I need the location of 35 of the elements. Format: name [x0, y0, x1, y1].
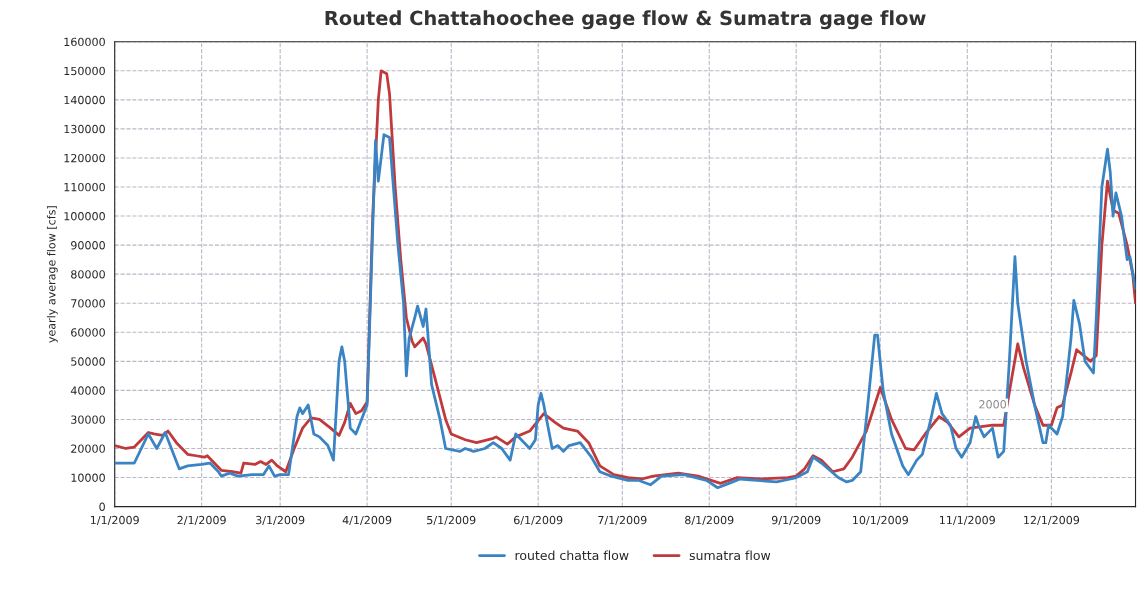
x-tick-label: 10/1/2009	[853, 515, 909, 526]
y-tick-label: 160000	[64, 37, 105, 47]
x-tick-label: 1/1/2009	[90, 515, 139, 526]
y-tick-label: 140000	[64, 95, 105, 105]
x-tick-label: 7/1/2009	[598, 515, 647, 526]
y-tick-label: 20000	[71, 444, 105, 453]
x-tick-label: 6/1/2009	[514, 515, 563, 526]
x-tick-label: 4/1/2009	[342, 515, 392, 526]
y-tick-label: 60000	[71, 328, 105, 337]
x-tick-label: 11/1/2009	[940, 515, 995, 526]
chart-title: Routed Chattahoochee gage flow & Sumatra gage flow	[325, 10, 926, 30]
y-tick-label: 100000	[64, 212, 105, 221]
x-tick-label: 2/1/2009	[177, 515, 226, 526]
x-tick-label: 5/1/2009	[427, 515, 476, 526]
x-tick-label: 3/1/2009	[256, 515, 305, 526]
y-tick-label: 130000	[64, 124, 105, 134]
y-tick-label: 70000	[71, 299, 105, 308]
y-axis-title: yearly average flow [cfs]	[46, 206, 58, 343]
y-tick-label: 40000	[70, 386, 105, 395]
y-tick-label: 90000	[71, 241, 105, 250]
y-tick-label: 10000	[71, 473, 105, 482]
y-tick-label: 50000	[71, 357, 105, 366]
legend-label: sumatra flow	[689, 550, 771, 561]
y-tick-label: 80000	[71, 270, 105, 279]
legend-label: routed chatta flow	[515, 550, 629, 561]
annotation: 2000	[979, 400, 1007, 409]
y-tick-label: 30000	[71, 415, 105, 424]
x-tick-label: 8/1/2009	[685, 515, 734, 526]
x-tick-label: 12/1/2009	[1024, 515, 1080, 526]
line-series	[114, 133, 1136, 490]
y-tick-label: 110000	[64, 182, 105, 192]
y-tick-label: 150000	[64, 66, 105, 76]
y-tick-label: 0	[99, 502, 105, 511]
x-tick-label: 9/1/2009	[771, 515, 821, 526]
y-tick-label: 120000	[64, 153, 105, 163]
